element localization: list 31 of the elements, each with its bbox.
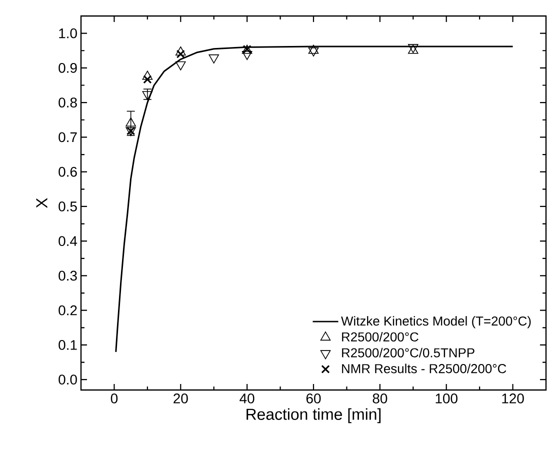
y-tick-label: 0.6 (58, 166, 77, 177)
y-axis-title: X (36, 198, 48, 208)
y-tick-label: 0.1 (58, 340, 77, 350)
point (143, 75, 152, 84)
point (142, 91, 153, 100)
y-tick-label: 0.4 (58, 236, 78, 246)
point (176, 50, 185, 58)
x-tick-label: 120 (502, 394, 524, 404)
y-tick-label: 1.0 (59, 28, 77, 38)
y-tick-label: 0.7 (58, 132, 77, 142)
y-tick-label: 0.2 (58, 305, 77, 316)
legend-label: Witzke Kinetics Model (T=200°C) (341, 316, 531, 328)
point (242, 50, 252, 60)
point (308, 47, 319, 57)
x-tick-label: 100 (436, 394, 458, 404)
y-tick-label: 0.5 (58, 202, 77, 212)
x-tick-label: 40 (240, 394, 254, 404)
y-tick-label: 0.3 (58, 270, 77, 281)
x-tick-label: 60 (306, 394, 321, 404)
y-tick-label: 0.9 (58, 62, 77, 73)
x-tick-label: 20 (174, 394, 188, 404)
legend-label: R2500/200°C/0.5TNPP (342, 348, 474, 358)
x-tick-label: 0 (110, 394, 118, 404)
legend-label: NMR Results - R2500/200°C (342, 364, 506, 374)
y-tick-label: 0.8 (58, 98, 77, 108)
y-tick-label: 0.0 (58, 374, 77, 385)
point (208, 54, 219, 64)
x-axis-title: Reaction time [min] (246, 408, 381, 424)
legend-label: R2500/200°C (342, 332, 418, 342)
point (176, 61, 186, 70)
x-tick-label: 80 (372, 394, 388, 404)
